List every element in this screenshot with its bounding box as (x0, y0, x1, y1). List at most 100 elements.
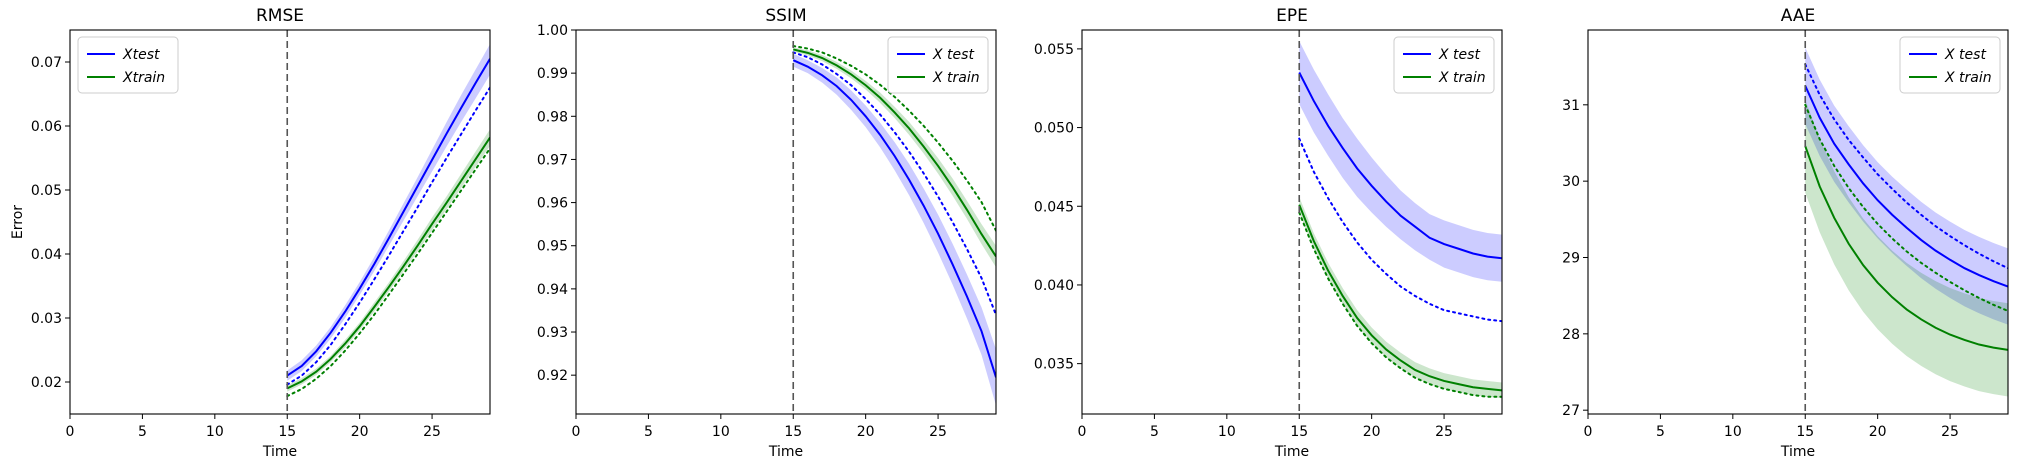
x-tick-label: 10 (712, 424, 730, 440)
plot-area (286, 30, 490, 414)
mean-line-train (1298, 204, 1502, 392)
legend-label-train: X train (1438, 70, 1486, 86)
x-tick-label: 5 (1656, 424, 1665, 440)
confidence-band-test (287, 44, 490, 381)
x-tick-label: 15 (784, 424, 802, 440)
mean-line-test (1298, 72, 1502, 260)
x-tick-label: 10 (1724, 424, 1742, 440)
dotted-line-test (1298, 137, 1502, 323)
y-tick-label: 30 (1562, 174, 1580, 190)
subplot-aae: 0 5 10 15 20 25 27 28 29 30 31 AAE Time X test X train (1562, 6, 2009, 460)
y-tick-label: 0.92 (537, 368, 568, 384)
x-axis-label: Time (1780, 444, 1815, 460)
x-tick-label: 20 (857, 424, 875, 440)
x-tick-label: 20 (351, 424, 369, 440)
y-tick-label: 0.94 (537, 282, 568, 298)
x-tick-label: 25 (929, 424, 947, 440)
x-tick-label: 10 (1218, 424, 1236, 440)
y-tick-label: 0.96 (537, 196, 568, 212)
legend-label-train: X train (1944, 70, 1992, 86)
dotted-line-train (286, 147, 490, 398)
x-tick-label: 25 (1435, 424, 1453, 440)
legend-box (77, 36, 179, 94)
y-tick-label: 0.050 (1034, 121, 1074, 137)
axes-frame (69, 29, 491, 415)
confidence-band-test (1299, 41, 1502, 282)
chart-title: EPE (1276, 6, 1308, 26)
y-tick-label: 0.040 (1034, 278, 1074, 294)
y-tick-label: 0.97 (537, 152, 568, 168)
legend-label-test: X test (932, 47, 974, 63)
confidence-band-train (1805, 99, 2008, 397)
dotted-line-test (286, 86, 490, 386)
x-tick-label: 5 (644, 424, 653, 440)
legend-label-test: X test (1438, 47, 1480, 63)
y-tick-label: 0.93 (537, 325, 568, 341)
chart-title: RMSE (256, 6, 304, 26)
legend-label-test: X test (1944, 47, 1986, 63)
legend-box (1899, 36, 2001, 94)
x-tick-label: 15 (1290, 424, 1308, 440)
y-tick-label: 0.99 (537, 66, 568, 82)
y-tick-label: 0.06 (31, 119, 62, 135)
y-axis-label: Error (10, 205, 26, 239)
mean-line-test (792, 59, 996, 378)
y-tick-label: 0.07 (31, 55, 62, 71)
axes-frame (1081, 29, 1503, 415)
x-tick-label: 15 (278, 424, 296, 440)
y-tick-label: 31 (1562, 98, 1580, 114)
x-tick-label: 15 (1796, 424, 1814, 440)
x-tick-label: 0 (1584, 424, 1593, 440)
legend-box (1393, 36, 1495, 94)
x-tick-label: 25 (1941, 424, 1959, 440)
x-tick-label: 20 (1869, 424, 1887, 440)
confidence-band-test (793, 53, 996, 406)
y-tick-label: 28 (1562, 327, 1580, 343)
plot-area (792, 30, 996, 414)
axes-frame (1587, 29, 2009, 415)
confidence-band-test (1805, 47, 2008, 325)
legend-label-test: Xtest (122, 47, 160, 63)
legend: Xtest Xtrain (77, 36, 179, 94)
x-tick-label: 20 (1363, 424, 1381, 440)
mean-line-test (1804, 85, 2008, 288)
x-axis-label: Time (768, 444, 803, 460)
dotted-line-train (1298, 211, 1502, 398)
legend-label-train: Xtrain (122, 70, 165, 86)
x-axis-label: Time (1274, 444, 1309, 460)
y-tick-label: 0.02 (31, 375, 62, 391)
subplot-ssim: 0 5 10 15 20 25 0.92 0.93 0.94 0.95 0.96 0.97 0.98 0.… (537, 6, 997, 460)
y-tick-label: 0.045 (1034, 199, 1074, 215)
legend-box (887, 36, 989, 94)
chart-title: SSIM (765, 6, 806, 26)
dotted-line-test (792, 51, 996, 316)
axes-frame (575, 29, 997, 415)
y-tick-label: 0.035 (1034, 357, 1074, 373)
mean-line-train (286, 136, 490, 390)
subplot-rmse: 0 5 10 15 20 25 0.02 0.03 0.04 0.05 0.06 0.07 RMSE Ti… (10, 6, 491, 460)
legend: X test X train (1393, 36, 1495, 94)
legend-label-train: X train (932, 70, 980, 86)
y-tick-label: 0.055 (1034, 42, 1074, 58)
mean-line-train (793, 48, 996, 258)
y-tick-label: 0.98 (537, 109, 568, 125)
plot-area (1804, 30, 2008, 414)
x-axis-label: Time (262, 444, 297, 460)
x-tick-label: 10 (206, 424, 224, 440)
confidence-band-train (1299, 196, 1502, 399)
chart-title: AAE (1781, 6, 1815, 26)
x-tick-label: 5 (1150, 424, 1159, 440)
y-tick-label: 0.03 (31, 311, 62, 327)
y-tick-label: 27 (1562, 403, 1580, 419)
y-tick-label: 0.04 (31, 247, 62, 263)
mean-line-test (286, 58, 490, 377)
x-tick-label: 0 (1078, 424, 1087, 440)
x-tick-label: 5 (138, 424, 147, 440)
y-tick-label: 0.95 (537, 239, 568, 255)
x-tick-label: 0 (66, 424, 75, 440)
legend: X test X train (887, 36, 989, 94)
legend: X test X train (1899, 36, 2001, 94)
y-tick-label: 0.05 (31, 183, 62, 199)
y-tick-label: 1.00 (537, 23, 568, 39)
